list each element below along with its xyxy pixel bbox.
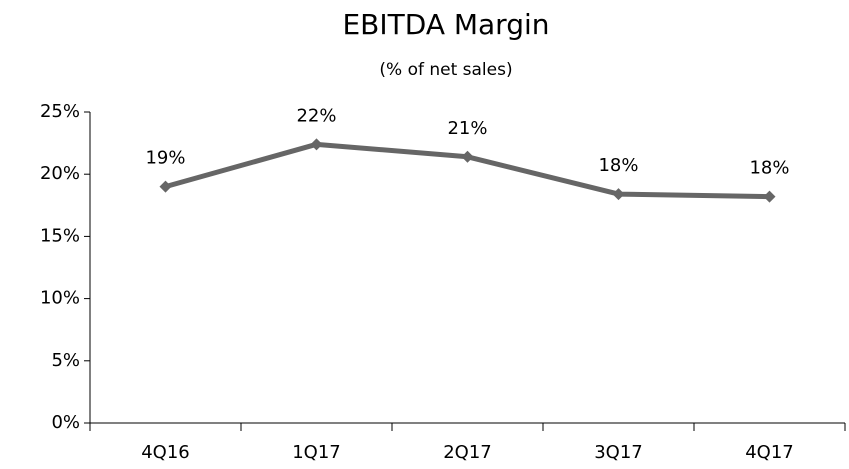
chart-title: EBITDA Margin — [342, 8, 549, 41]
point-marker — [461, 150, 474, 163]
y-tick-label: 0% — [51, 412, 80, 433]
point-marker — [310, 138, 323, 151]
x-tick-label: 4Q17 — [745, 442, 794, 463]
data-label: 21% — [447, 118, 487, 139]
data-label: 22% — [296, 105, 336, 126]
chart-subtitle: (% of net sales) — [379, 60, 512, 80]
y-tick-label: 10% — [40, 288, 80, 309]
x-tick-label: 3Q17 — [594, 442, 643, 463]
y-tick-label: 20% — [40, 163, 80, 184]
point-marker — [612, 188, 625, 201]
y-tick-label: 25% — [40, 101, 80, 122]
data-label: 18% — [749, 158, 789, 179]
point-marker — [159, 180, 172, 193]
point-marker — [763, 190, 776, 203]
x-tick-label: 1Q17 — [292, 442, 341, 463]
x-tick-label: 2Q17 — [443, 442, 492, 463]
data-label: 18% — [598, 155, 638, 176]
data-label: 19% — [145, 148, 185, 169]
y-tick-label: 5% — [51, 350, 80, 371]
x-tick-label: 4Q16 — [141, 442, 190, 463]
y-tick-label: 15% — [40, 225, 80, 246]
